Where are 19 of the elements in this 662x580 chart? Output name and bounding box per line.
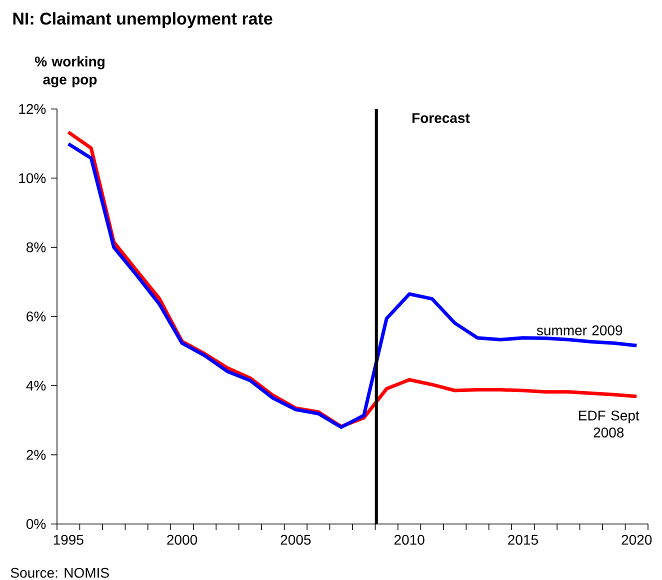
y-tick-label: 12% <box>19 104 46 114</box>
y-tick-label: 0% <box>26 519 46 529</box>
ref-line-label: Forecast <box>412 113 470 123</box>
x-tick-label: 2015 <box>508 534 538 545</box>
x-tick-label: 2005 <box>280 534 311 545</box>
y-tick-label: 10% <box>19 173 46 184</box>
y-tick-label: 6% <box>26 312 46 322</box>
x-tick-label: 2000 <box>167 534 198 545</box>
series-label: summer 2009 <box>536 325 622 336</box>
y-tick-label: 8% <box>26 242 46 252</box>
x-tick-label: 2010 <box>394 534 424 545</box>
source-note: Source: NOMIS <box>10 568 109 578</box>
series-label: EDF Sept 2008 <box>579 410 640 438</box>
y-tick-label: 4% <box>26 380 46 391</box>
y-axis-title: % working age pop <box>34 56 104 88</box>
y-tick-label: 2% <box>26 450 46 460</box>
x-tick-label: 2020 <box>622 534 652 545</box>
x-tick-label: 1995 <box>54 534 84 545</box>
chart-title: NI: Claimant unemployment rate <box>13 12 272 28</box>
